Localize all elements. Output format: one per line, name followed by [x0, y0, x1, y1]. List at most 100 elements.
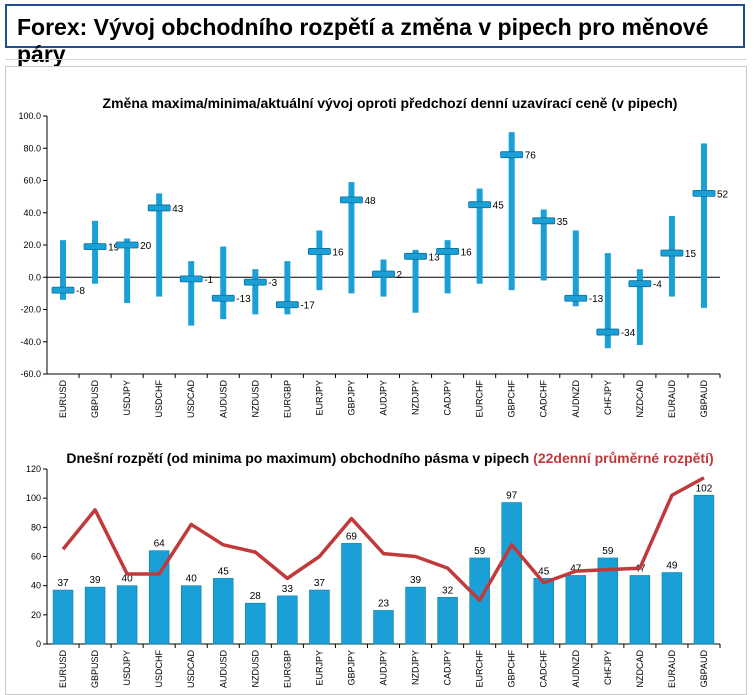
data-label: -4: [653, 280, 662, 291]
y-tick-label: 120: [26, 464, 41, 474]
y-tick-label: 100: [26, 493, 41, 503]
data-label: 35: [557, 217, 569, 228]
data-label: 102: [696, 483, 713, 494]
category-label: USDCAD: [186, 650, 196, 689]
bar: [245, 602, 266, 645]
data-label: 33: [282, 584, 294, 595]
data-label: -13: [236, 294, 251, 305]
current-marker: [83, 243, 107, 251]
category-label: GBPCHF: [507, 650, 517, 688]
category-label: AUDNZD: [571, 380, 581, 418]
data-label: 13: [429, 252, 441, 263]
range-bar: [348, 182, 355, 294]
y-tick-label: 20.0: [23, 240, 41, 250]
current-marker: [404, 252, 427, 260]
y-tick-label: -20.0: [20, 305, 41, 315]
data-label: 16: [461, 247, 473, 258]
data-label: -17: [300, 301, 315, 312]
range-bar: [252, 269, 259, 315]
bar: [501, 502, 522, 645]
data-label: -13: [589, 294, 604, 305]
data-label: 47: [570, 563, 582, 574]
bar: [629, 575, 651, 645]
bar: [597, 557, 619, 645]
data-label: 45: [218, 566, 230, 577]
category-label: GBPUSD: [90, 380, 100, 419]
category-label: GBPJPY: [346, 380, 356, 416]
range-bar: [636, 269, 643, 345]
category-label: NZDJPY: [411, 650, 421, 685]
range-bar: [444, 240, 451, 294]
divider: [5, 59, 747, 60]
bar: [277, 595, 298, 645]
data-label: 43: [172, 204, 184, 215]
data-label: 64: [154, 539, 166, 550]
bar: [84, 586, 106, 645]
range-bar: [156, 193, 163, 297]
bar: [437, 597, 458, 645]
range-bar: [604, 253, 611, 349]
category-label: EURAUD: [667, 380, 677, 419]
data-label: 48: [364, 196, 376, 207]
category-label: NZDUSD: [250, 380, 260, 418]
category-label: USDCHF: [154, 649, 164, 687]
y-tick-label: 60: [31, 552, 41, 562]
y-tick-label: 20: [31, 610, 41, 620]
category-label: EURUSD: [58, 650, 68, 689]
data-label: 37: [314, 578, 326, 589]
data-label: 32: [442, 585, 454, 596]
y-tick-label: 40.0: [23, 208, 41, 218]
range-chart: 100.0 80.0 60.0 40.0 20.0 0.0 -20.0 -40.0 -60.0 -…: [18, 111, 728, 418]
range-bar: [380, 259, 387, 297]
current-marker: [692, 189, 716, 197]
category-label: CADCHF: [539, 649, 549, 687]
bar: [341, 543, 362, 645]
y-tick-label: -60.0: [20, 369, 41, 379]
bar: [213, 578, 234, 645]
current-marker: [596, 328, 620, 336]
category-label: AUDJPY: [379, 650, 389, 686]
current-marker: [628, 280, 652, 288]
bar: [661, 572, 683, 645]
page-title: Forex: Vývoj obchodního rozpětí a změna …: [17, 14, 709, 67]
data-label: 40: [122, 574, 134, 585]
range-bar: [124, 238, 131, 304]
category-label: EURCHF: [475, 379, 485, 417]
data-label: 40: [186, 574, 198, 585]
range-bar: [284, 261, 291, 315]
category-label: USDJPY: [122, 650, 132, 686]
bar: [52, 589, 74, 645]
category-label: GBPAUD: [699, 380, 709, 418]
bar: [180, 585, 202, 645]
category-label: CHFJPY: [603, 650, 613, 685]
category-label: GBPJPY: [346, 650, 356, 686]
current-marker: [147, 204, 171, 212]
category-label: NZDJPY: [411, 380, 421, 415]
category-label: USDCAD: [186, 380, 196, 419]
bar: [373, 610, 394, 645]
bar: [693, 494, 715, 645]
category-label: EURCHF: [475, 649, 485, 687]
category-label: GBPUSD: [90, 650, 100, 689]
bar-line-chart: 120 100 80 60 40 20 0 37 EURUSD 39 GBPUSD 40 USDJPY 6…: [26, 464, 721, 689]
data-label: 45: [493, 201, 505, 212]
category-label: CHFJPY: [603, 380, 613, 415]
data-label: 52: [717, 189, 729, 200]
current-marker: [436, 248, 459, 255]
bar: [309, 589, 330, 645]
category-label: AUDUSD: [218, 380, 228, 419]
current-marker: [372, 270, 395, 278]
current-marker: [211, 294, 235, 302]
range-bar: [476, 188, 483, 284]
category-label: CADJPY: [443, 650, 453, 686]
data-label: 28: [250, 591, 262, 602]
y-tick-label: 80.0: [23, 143, 41, 153]
data-label: 23: [378, 598, 390, 609]
data-label: 20: [140, 241, 152, 252]
y-tick-label: 80: [31, 522, 41, 532]
category-label: EURJPY: [314, 650, 324, 686]
data-label: 59: [474, 546, 486, 557]
chart1-title: Změna maxima/minima/aktuální vývoj oprot…: [103, 95, 678, 111]
current-marker: [468, 201, 492, 209]
